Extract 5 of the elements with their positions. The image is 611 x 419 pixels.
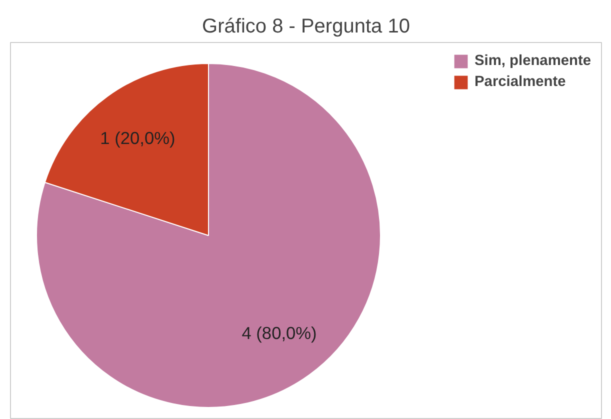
data-label: 1 (20,0%): [100, 128, 176, 148]
legend-label: Parcialmente: [474, 74, 566, 90]
chart-title: Gráfico 8 - Pergunta 10: [202, 16, 410, 38]
legend-label: Sim, plenamente: [474, 53, 591, 69]
data-label: 4 (80,0%): [242, 322, 317, 343]
